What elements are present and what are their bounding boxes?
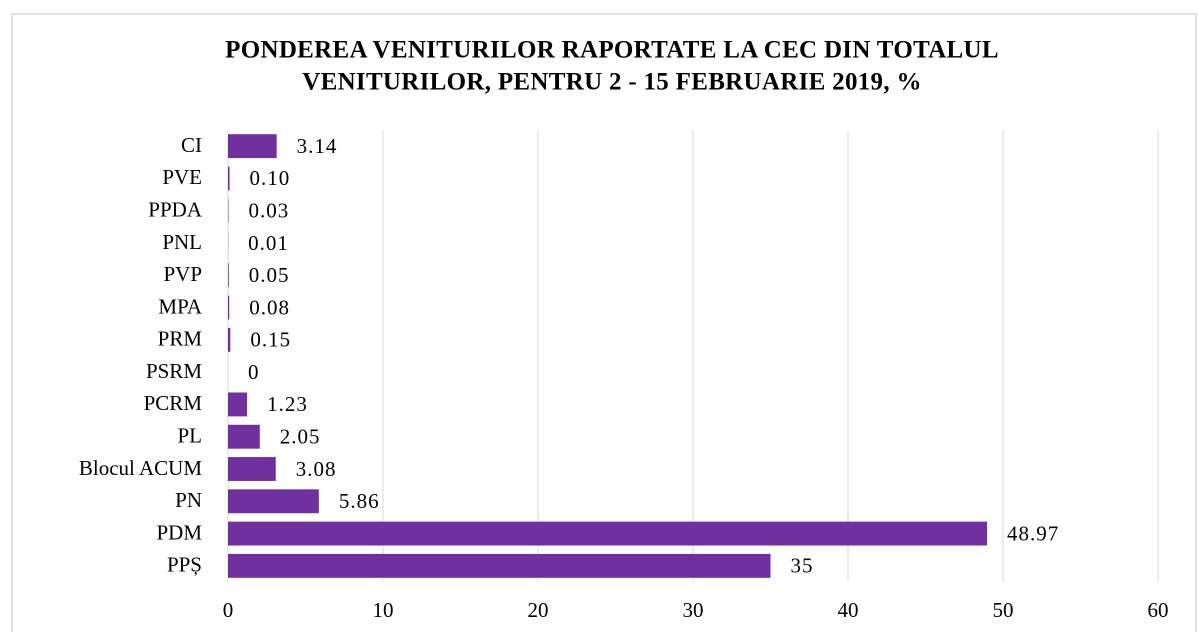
- y-tick-label: PNL: [162, 230, 202, 254]
- data-label: 0.08: [249, 295, 290, 319]
- y-tick-label: PN: [175, 488, 202, 512]
- y-tick-label: Blocul ACUM: [79, 456, 202, 480]
- x-tick-label: 0: [223, 598, 234, 622]
- bar: [228, 489, 319, 514]
- data-label: 0.01: [248, 231, 289, 255]
- y-tick-label: PPDA: [148, 198, 203, 222]
- y-tick-label: PCRM: [144, 391, 203, 415]
- chart-title: PONDEREA VENITURILOR RAPORTATE LA CEC DI…: [225, 37, 999, 64]
- bar: [228, 166, 230, 191]
- bar: [228, 457, 276, 481]
- x-tick-label: 50: [993, 598, 1014, 622]
- bar: [228, 134, 277, 159]
- bar: [228, 521, 988, 546]
- bar: [228, 263, 229, 288]
- data-label: 0: [248, 360, 260, 384]
- x-tick-label: 20: [528, 598, 549, 622]
- bar: [228, 553, 771, 578]
- bar: [228, 392, 248, 417]
- y-tick-label: PRM: [158, 327, 203, 351]
- data-label: 3.08: [296, 457, 337, 481]
- data-label: 5.86: [339, 489, 380, 513]
- data-label: 48.97: [1007, 521, 1059, 545]
- x-tick-label: 30: [683, 598, 704, 622]
- bar: [228, 295, 230, 320]
- y-tick-label: PVP: [163, 262, 202, 286]
- data-label: 3.14: [297, 134, 338, 158]
- y-tick-label: PL: [177, 424, 202, 448]
- bar: [228, 327, 231, 352]
- y-tick-label: CI: [181, 133, 202, 157]
- bar: [228, 424, 260, 449]
- chart-title: VENITURILOR, PENTRU 2 - 15 FEBRUARIE 201…: [302, 69, 922, 96]
- data-label: 0.03: [248, 199, 289, 223]
- y-tick-label: PPȘ: [167, 553, 202, 577]
- data-label: 0.05: [249, 263, 290, 287]
- x-tick-label: 60: [1148, 598, 1169, 622]
- y-tick-label: PVE: [162, 165, 202, 189]
- data-label: 0.15: [250, 328, 291, 352]
- y-tick-label: MPA: [158, 294, 202, 318]
- data-label: 2.05: [280, 425, 321, 449]
- data-label: 1.23: [267, 392, 308, 416]
- data-label: 0.10: [250, 166, 291, 190]
- data-label: 35: [791, 554, 814, 578]
- y-tick-label: PDM: [156, 520, 202, 544]
- x-tick-label: 10: [373, 598, 394, 622]
- y-tick-label: PSRM: [146, 359, 202, 383]
- x-tick-label: 40: [838, 598, 859, 622]
